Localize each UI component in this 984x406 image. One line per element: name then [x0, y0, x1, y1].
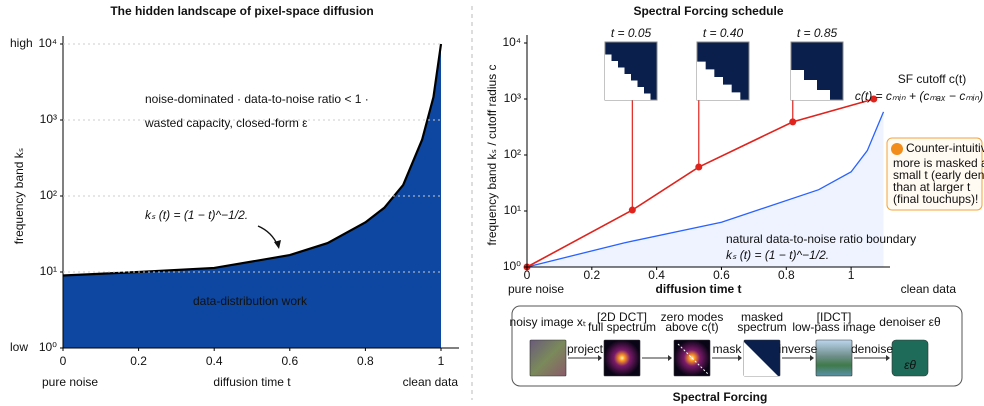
mask-unmasked [697, 54, 749, 100]
series-marker [870, 95, 878, 103]
x-end-label: clean data [901, 282, 957, 296]
x-tick-label: 0.8 [357, 354, 374, 368]
series-label: SF cutoff c(t) [898, 72, 966, 86]
step-image [891, 339, 929, 377]
x-tick-label: 0.6 [281, 354, 298, 368]
y-tick-label: 10³ [504, 91, 521, 105]
series-area [527, 111, 884, 267]
x-axis-label: diffusion time t [213, 375, 291, 389]
callout-icon [891, 143, 903, 155]
step-label: zero modes [661, 310, 724, 324]
y-tick-label: 10⁴ [502, 35, 521, 49]
cutoff-line [677, 343, 709, 375]
y-tick-label: 10² [504, 147, 521, 161]
step-image [529, 339, 567, 377]
annotation: wasted capacity, closed-form ε [144, 116, 308, 130]
arrow-head [668, 355, 672, 361]
callout-line: more is masked at [893, 156, 984, 170]
arrow-head [886, 355, 890, 361]
x-axis-label: diffusion time t [656, 282, 742, 296]
y-tick-label: 10² [40, 188, 57, 202]
y-tick-label: 10⁰ [39, 340, 57, 354]
x-tick-label: 0.2 [583, 268, 600, 282]
step-label: spectrum [737, 320, 786, 334]
y-tick-label: 10⁴ [38, 36, 57, 50]
arrow-label: denoise [851, 342, 893, 356]
snapshot-label: t = 0.40 [703, 26, 744, 40]
step-label: [2D DCT] [597, 310, 647, 324]
chart-title: Spectral Forcing schedule [633, 4, 783, 18]
x-tick-label: 0 [524, 268, 531, 282]
snapshot-label: t = 0.85 [797, 26, 838, 40]
y-tick-label: 10¹ [40, 264, 57, 278]
x-end-label: clean data [403, 375, 459, 389]
arrow-head [810, 355, 814, 361]
step-label: above c(t) [665, 320, 718, 334]
step-label: denoiser εθ [879, 315, 941, 329]
boundary-line [62, 43, 443, 277]
callout-line: small t (early denoising) [893, 168, 984, 182]
step-image [603, 339, 641, 377]
callout-box [886, 137, 983, 211]
callout-title: Counter-intuitive: [906, 141, 984, 155]
step-image [815, 339, 853, 377]
series-line [526, 111, 885, 268]
y-axis-label: frequency band kₛ [12, 148, 26, 245]
y-tick-label: 10¹ [504, 203, 521, 217]
callout-line: than at larger t [893, 180, 971, 194]
masked-part [744, 342, 778, 376]
arrow-label: mask [713, 342, 743, 356]
y-tick-label: 10³ [40, 112, 57, 126]
annotation: kₛ (t) = (1 − t)^−1/2. [726, 248, 829, 262]
x-tick-label: 0.8 [778, 268, 795, 282]
step-label: low-pass image [792, 320, 876, 334]
arrow-label: inverse [779, 342, 818, 356]
annotation: data-distribution work [193, 294, 308, 308]
step-label: [IDCT] [817, 310, 852, 324]
chart-title: The hidden landscape of pixel-space diff… [110, 4, 373, 18]
x-tick-label: 1 [848, 268, 855, 282]
arrow-head [738, 355, 742, 361]
arrow-head [274, 240, 281, 249]
y-end-label: low [10, 340, 28, 354]
x-tick-label: 0.4 [206, 354, 223, 368]
snapshot-label: t = 0.05 [611, 26, 652, 40]
x-tick-label: 0.6 [713, 268, 730, 282]
annotation: c(t) = cₘᵢₙ + (cₘₐₓ − cₘᵢₙ) · t [855, 89, 984, 103]
x-end-label: pure noise [508, 282, 564, 296]
callout-line: (final touchups)! [893, 192, 978, 206]
x-end-label: pure noise [42, 375, 98, 389]
arrow-head [598, 355, 602, 361]
step-label: masked [741, 310, 783, 324]
arrow-label: project [567, 342, 604, 356]
x-tick-label: 0 [60, 354, 67, 368]
y-end-label: high [10, 36, 33, 50]
series-label: natural data-to-noise ratio boundary [726, 232, 916, 246]
step-label: full spectrum [588, 320, 656, 334]
step-label: noisy image xₜ [510, 315, 587, 329]
y-axis-label: frequency band kₛ / cutoff radius c [485, 64, 499, 245]
pipeline-title: Spectral Forcing [673, 390, 768, 404]
x-tick-label: 1 [438, 354, 445, 368]
step-icon-text: εθ [904, 358, 916, 372]
mask-unmasked [791, 60, 843, 100]
x-tick-label: 0.2 [130, 354, 147, 368]
annotation: noise-dominated · data-to-noise ratio < … [145, 92, 369, 106]
annotation: kₛ (t) = (1 − t)^−1/2. [145, 208, 248, 222]
mask-unmasked [605, 48, 657, 100]
y-tick-label: 10⁰ [503, 259, 521, 273]
x-tick-label: 0.4 [648, 268, 665, 282]
